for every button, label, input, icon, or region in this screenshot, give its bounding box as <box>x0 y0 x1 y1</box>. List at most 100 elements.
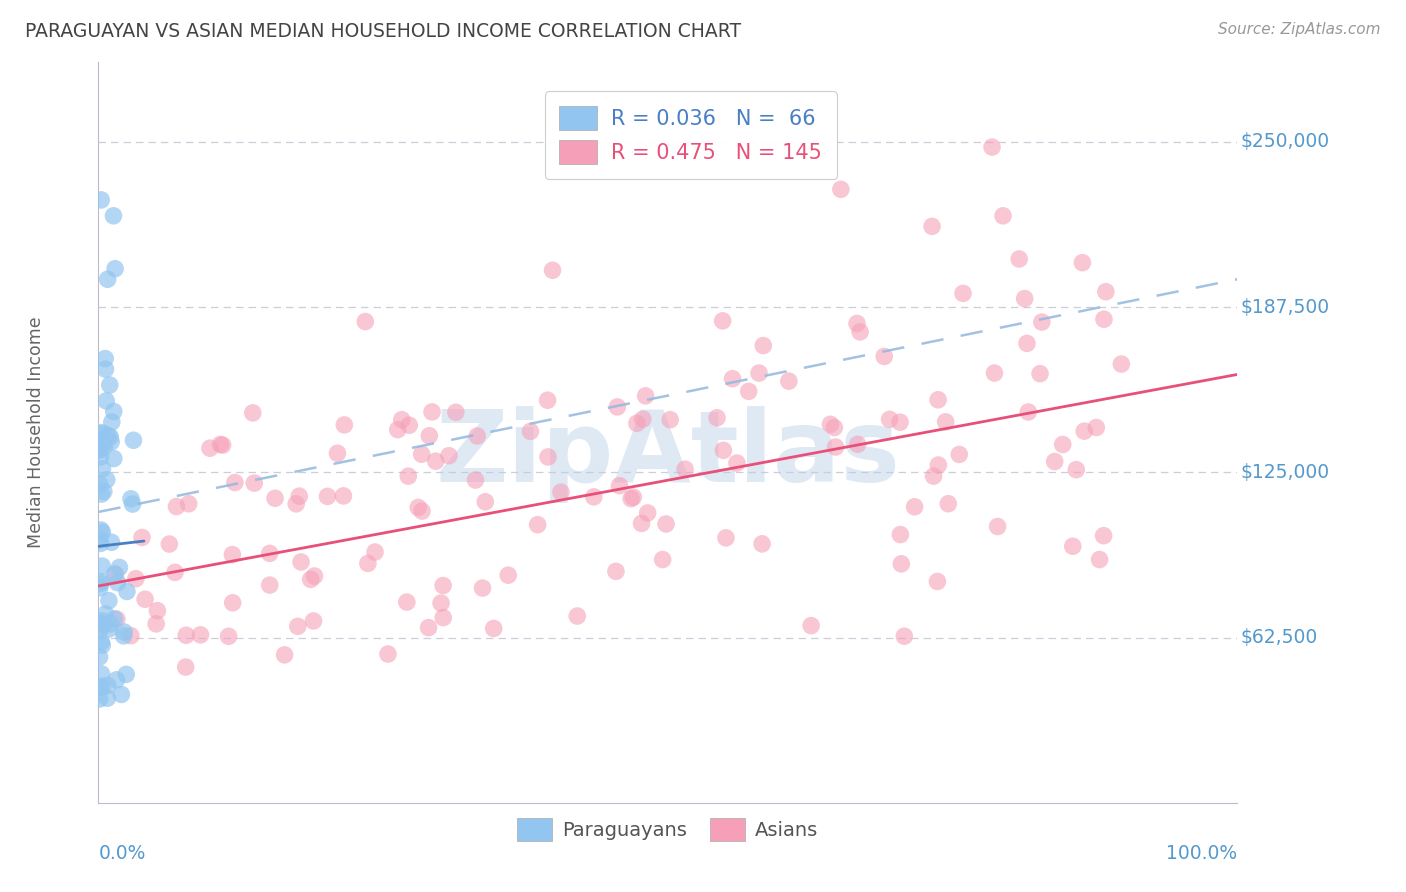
Point <box>991 209 1014 223</box>
Text: $62,500: $62,500 <box>1240 628 1317 647</box>
Point <box>983 366 1005 380</box>
Point <box>1043 454 1066 468</box>
Point <box>91 618 114 632</box>
Point <box>751 537 773 551</box>
Point <box>778 374 800 388</box>
Point <box>89 533 111 548</box>
Point <box>418 428 440 442</box>
Text: $125,000: $125,000 <box>1240 463 1330 482</box>
Point <box>190 628 212 642</box>
Point <box>93 439 115 453</box>
Point <box>90 193 112 207</box>
Point <box>91 525 114 540</box>
Point <box>849 325 872 339</box>
Point <box>112 625 135 640</box>
Point <box>285 497 308 511</box>
Point <box>146 604 169 618</box>
Point <box>93 436 115 450</box>
Point <box>437 449 460 463</box>
Point <box>496 568 519 582</box>
Point <box>752 338 775 352</box>
Point <box>103 567 125 582</box>
Point <box>122 434 145 448</box>
Point <box>93 484 115 499</box>
Point <box>264 491 287 506</box>
Point <box>332 489 354 503</box>
Point <box>418 621 440 635</box>
Point <box>432 610 454 624</box>
Point <box>567 609 589 624</box>
Point <box>94 607 117 621</box>
Point <box>621 490 644 504</box>
Point <box>97 622 120 636</box>
Point <box>259 546 281 560</box>
Point <box>1031 315 1053 329</box>
Point <box>659 413 682 427</box>
Point <box>713 443 735 458</box>
Point <box>889 415 911 429</box>
Point <box>1073 424 1095 438</box>
Point <box>398 418 420 433</box>
Point <box>927 392 949 407</box>
Point <box>377 647 399 661</box>
Point <box>221 596 243 610</box>
Point <box>273 648 295 662</box>
Point <box>673 462 696 476</box>
Point <box>464 473 486 487</box>
Point <box>131 531 153 545</box>
Point <box>1095 285 1118 299</box>
Point <box>927 574 949 589</box>
Text: PARAGUAYAN VS ASIAN MEDIAN HOUSEHOLD INCOME CORRELATION CHART: PARAGUAYAN VS ASIAN MEDIAN HOUSEHOLD INC… <box>25 22 741 41</box>
Point <box>91 638 114 652</box>
Point <box>89 649 111 664</box>
Point <box>519 425 541 439</box>
Point <box>651 552 673 566</box>
Point <box>846 317 869 331</box>
Point <box>550 485 572 500</box>
Point <box>94 351 117 366</box>
Point <box>108 560 131 574</box>
Point <box>120 491 142 506</box>
Point <box>115 584 138 599</box>
Point <box>620 491 643 506</box>
Legend: Paraguayans, Asians: Paraguayans, Asians <box>509 811 827 848</box>
Point <box>748 366 770 380</box>
Point <box>1092 312 1115 326</box>
Point <box>482 622 505 636</box>
Point <box>90 536 112 550</box>
Point <box>120 629 142 643</box>
Point <box>725 456 748 470</box>
Point <box>98 430 121 444</box>
Point <box>1062 539 1084 553</box>
Point <box>536 393 558 408</box>
Point <box>411 447 433 461</box>
Point <box>364 545 387 559</box>
Point <box>820 417 842 432</box>
Point <box>218 629 240 643</box>
Point <box>105 673 128 687</box>
Point <box>631 412 654 426</box>
Point <box>420 405 443 419</box>
Point <box>1088 552 1111 566</box>
Point <box>101 415 124 429</box>
Point <box>1015 336 1038 351</box>
Point <box>290 555 312 569</box>
Point <box>430 596 453 610</box>
Point <box>471 581 494 595</box>
Point <box>103 209 125 223</box>
Point <box>846 437 869 451</box>
Text: Median Household Income: Median Household Income <box>27 317 45 549</box>
Point <box>893 629 915 643</box>
Point <box>112 629 135 643</box>
Point <box>411 504 433 518</box>
Point <box>90 574 112 589</box>
Point <box>125 572 148 586</box>
Point <box>94 362 117 376</box>
Point <box>582 490 605 504</box>
Point <box>90 614 112 628</box>
Point <box>89 680 111 694</box>
Point <box>605 565 627 579</box>
Point <box>316 489 339 503</box>
Point <box>115 667 138 681</box>
Point <box>903 500 925 514</box>
